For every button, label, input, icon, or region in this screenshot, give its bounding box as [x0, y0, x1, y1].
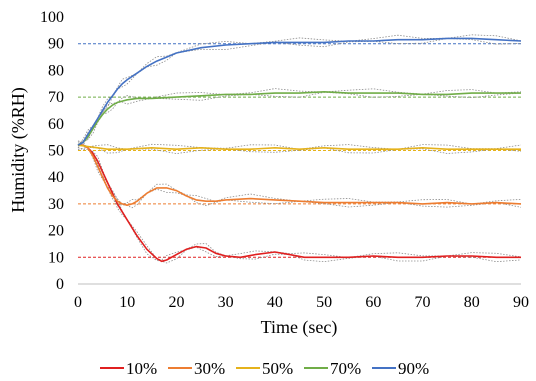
legend-label: 10% — [126, 359, 157, 378]
trial-trace-2-1 — [77, 142, 522, 150]
y-axis-title: Humidity (%RH) — [8, 87, 29, 213]
legend-item-4: 90% — [372, 359, 429, 378]
legend-item-2: 50% — [236, 359, 293, 378]
x-tick-labels: 0 10 20 30 40 50 60 70 80 90 — [74, 294, 529, 311]
legend-label: 50% — [262, 359, 293, 378]
y-tick-label: 10 — [48, 249, 64, 266]
y-tick-label: 0 — [56, 276, 64, 293]
y-tick-label: 90 — [48, 36, 64, 53]
x-tick-label: 60 — [365, 294, 381, 311]
y-tick-labels: 0 10 20 30 40 50 60 70 80 90 100 — [40, 9, 64, 293]
y-tick-label: 80 — [48, 62, 64, 79]
series-line-10pct — [78, 144, 521, 263]
y-tick-label: 60 — [48, 116, 64, 133]
x-tick-label: 0 — [74, 294, 82, 311]
x-tick-label: 40 — [267, 294, 283, 311]
x-tick-label: 70 — [415, 294, 431, 311]
series-line-90pct — [77, 37, 522, 146]
trial-trace-1-0 — [77, 147, 522, 209]
y-tick-label: 70 — [48, 89, 64, 106]
legend-item-1: 30% — [168, 359, 225, 378]
x-tick-label: 10 — [119, 294, 135, 311]
y-tick-label: 40 — [48, 169, 64, 186]
legend-label: 30% — [194, 359, 225, 378]
series-lines — [77, 37, 522, 263]
y-tick-label: 50 — [48, 143, 64, 160]
x-axis-title: Time (sec) — [261, 317, 338, 338]
series-line-50pct — [77, 144, 521, 150]
y-tick-label: 20 — [48, 223, 64, 240]
x-tick-label: 90 — [513, 294, 529, 311]
legend-item-3: 70% — [304, 359, 361, 378]
trial-trace-2-0 — [77, 146, 522, 155]
x-tick-label: 80 — [464, 294, 480, 311]
y-tick-label: 30 — [48, 196, 64, 213]
legend-label: 70% — [330, 359, 361, 378]
legend: 10% 30% 50% 70% 90% — [100, 359, 429, 378]
x-tick-label: 30 — [218, 294, 234, 311]
target-lines — [78, 43, 521, 258]
legend-label: 90% — [398, 359, 429, 378]
x-tick-label: 50 — [316, 294, 332, 311]
y-tick-label: 100 — [40, 9, 64, 26]
trial-trace-4-0 — [77, 37, 522, 146]
series-line-70pct — [77, 91, 521, 146]
trial-trace-3-0 — [77, 91, 522, 148]
x-tick-label: 20 — [168, 294, 184, 311]
legend-item-0: 10% — [100, 359, 157, 378]
series-line-30pct — [78, 144, 522, 206]
